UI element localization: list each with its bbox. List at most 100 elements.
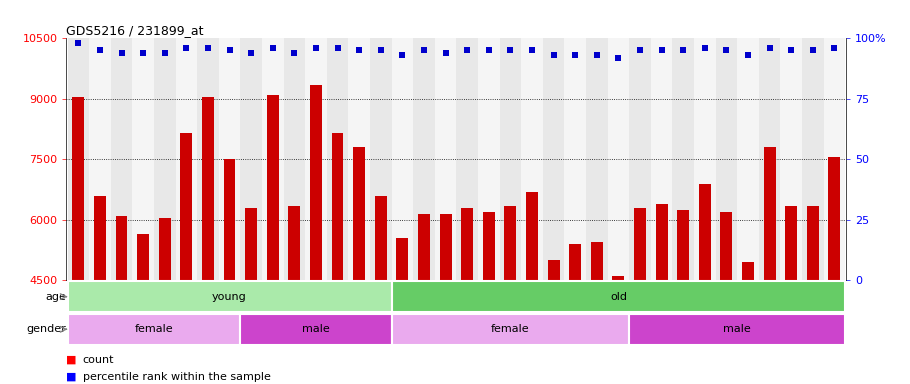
Bar: [785, 206, 797, 280]
Bar: [500, 38, 521, 280]
Bar: [331, 133, 343, 280]
Bar: [591, 242, 602, 280]
Bar: [391, 38, 413, 280]
Text: age: age: [46, 291, 66, 302]
Bar: [284, 38, 305, 280]
Bar: [742, 262, 754, 280]
Bar: [397, 238, 409, 280]
Bar: [370, 38, 391, 280]
Bar: [457, 38, 478, 280]
Bar: [759, 38, 781, 280]
Bar: [500, 38, 521, 280]
Bar: [435, 38, 457, 280]
Bar: [154, 38, 176, 280]
Bar: [353, 147, 365, 280]
Bar: [349, 38, 370, 280]
Bar: [521, 38, 542, 280]
Bar: [89, 38, 111, 280]
Bar: [802, 38, 824, 280]
Bar: [305, 38, 327, 280]
Bar: [629, 314, 845, 345]
Bar: [240, 314, 391, 345]
Bar: [197, 38, 218, 280]
Bar: [245, 208, 258, 280]
Bar: [608, 38, 629, 280]
Text: young: young: [212, 291, 247, 302]
Bar: [111, 38, 132, 280]
Bar: [391, 38, 413, 280]
Bar: [218, 38, 240, 280]
Bar: [391, 281, 845, 312]
Bar: [828, 157, 840, 280]
Bar: [262, 38, 284, 280]
Bar: [158, 218, 171, 280]
Bar: [483, 212, 495, 280]
Bar: [457, 38, 478, 280]
Bar: [288, 206, 300, 280]
Bar: [284, 38, 305, 280]
Bar: [349, 38, 370, 280]
Bar: [67, 314, 240, 345]
Text: ■: ■: [66, 372, 80, 382]
Bar: [262, 38, 284, 280]
Bar: [629, 38, 651, 280]
Bar: [504, 206, 516, 280]
Bar: [176, 38, 197, 280]
Bar: [715, 38, 737, 280]
Bar: [202, 97, 214, 280]
Bar: [586, 38, 608, 280]
Bar: [542, 38, 564, 280]
Bar: [154, 38, 176, 280]
Bar: [781, 38, 802, 280]
Bar: [67, 281, 391, 312]
Bar: [461, 208, 473, 280]
Bar: [413, 38, 435, 280]
Bar: [807, 206, 819, 280]
Bar: [737, 38, 759, 280]
Bar: [176, 38, 197, 280]
Text: percentile rank within the sample: percentile rank within the sample: [83, 372, 270, 382]
Text: old: old: [610, 291, 627, 302]
Text: count: count: [83, 355, 115, 365]
Bar: [634, 208, 646, 280]
Bar: [197, 38, 218, 280]
Text: GDS5216 / 231899_at: GDS5216 / 231899_at: [66, 24, 204, 37]
Bar: [327, 38, 349, 280]
Text: male: male: [302, 324, 329, 334]
Text: male: male: [723, 324, 751, 334]
Text: gender: gender: [26, 324, 66, 334]
Bar: [651, 38, 672, 280]
Text: female: female: [491, 324, 530, 334]
Bar: [180, 133, 192, 280]
Bar: [305, 38, 327, 280]
Bar: [699, 184, 711, 280]
Bar: [478, 38, 500, 280]
Bar: [418, 214, 430, 280]
Bar: [629, 38, 651, 280]
Bar: [440, 214, 451, 280]
Bar: [111, 38, 132, 280]
Bar: [672, 38, 694, 280]
Text: female: female: [135, 324, 173, 334]
Bar: [548, 260, 560, 280]
Bar: [310, 85, 322, 280]
Bar: [763, 147, 775, 280]
Bar: [672, 38, 694, 280]
Bar: [721, 212, 733, 280]
Bar: [542, 38, 564, 280]
Bar: [526, 192, 538, 280]
Bar: [694, 38, 715, 280]
Bar: [564, 38, 586, 280]
Bar: [802, 38, 824, 280]
Bar: [327, 38, 349, 280]
Bar: [73, 97, 85, 280]
Bar: [824, 38, 845, 280]
Bar: [586, 38, 608, 280]
Bar: [521, 38, 542, 280]
Bar: [564, 38, 586, 280]
Bar: [677, 210, 689, 280]
Bar: [737, 38, 759, 280]
Bar: [67, 38, 89, 280]
Bar: [694, 38, 715, 280]
Bar: [240, 38, 262, 280]
